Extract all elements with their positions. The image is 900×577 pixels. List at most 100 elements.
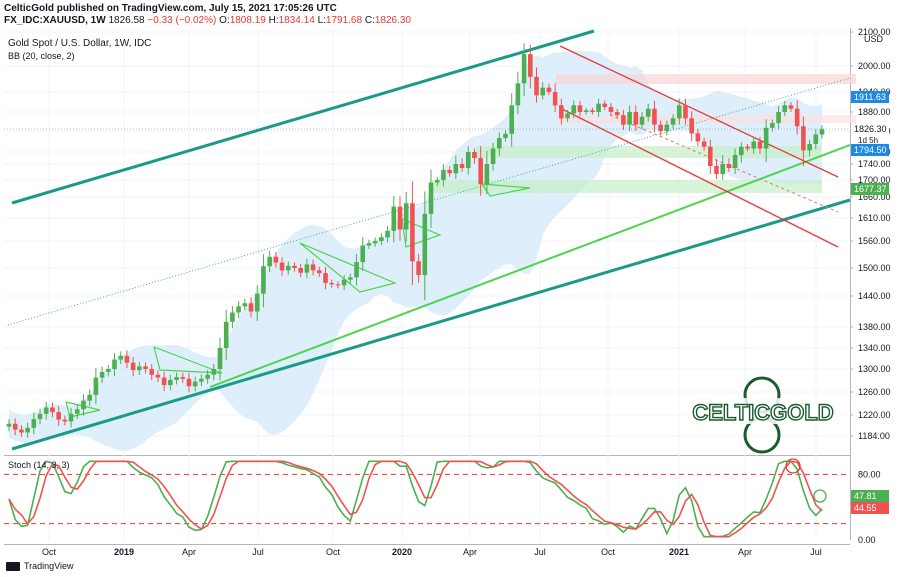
candle-body	[819, 129, 825, 135]
candle-body	[751, 141, 757, 149]
y-tick-label: 1560.00	[858, 236, 891, 246]
candle-body	[304, 264, 310, 273]
candle-body	[496, 138, 502, 149]
x-tick-label: Oct	[326, 547, 341, 557]
candle-body	[74, 409, 80, 414]
candle-body	[459, 164, 465, 168]
candle-body	[571, 105, 577, 114]
candle-body	[372, 241, 378, 244]
last-price: 1826.58	[108, 15, 145, 26]
price-tag-support-bg	[851, 183, 889, 195]
candle-body	[341, 279, 347, 286]
y-tick-label: 1740.00	[858, 159, 891, 169]
candle-body	[701, 141, 707, 147]
celticgold-logo: CELTICGOLD	[683, 376, 843, 454]
candle-body	[360, 245, 366, 263]
candle-body	[174, 377, 179, 380]
candle-body	[465, 152, 471, 168]
y-tick-label: 1660.00	[858, 192, 891, 202]
candle-body	[261, 266, 266, 294]
candle-body	[50, 407, 55, 413]
horizontal-zone	[556, 115, 856, 123]
candle-body	[782, 105, 788, 112]
candle-body	[621, 115, 626, 125]
candle-body	[707, 146, 713, 166]
candle-body	[807, 143, 812, 151]
candle-body	[118, 355, 124, 360]
candle-body	[37, 413, 43, 420]
main-chart-title: Gold Spot / U.S. Dollar, 1W, IDC	[8, 38, 152, 49]
x-tick-label: 2020	[392, 547, 412, 557]
candle-body	[385, 230, 390, 238]
candle-body	[521, 54, 527, 84]
candle-body	[447, 170, 452, 174]
candle-body	[658, 124, 663, 131]
candle-body	[124, 355, 130, 363]
candle-body	[205, 374, 210, 379]
candle-body	[683, 105, 688, 119]
price-axis-border	[850, 28, 851, 540]
bollinger-band-fill	[9, 50, 822, 451]
candle-body	[81, 400, 86, 410]
candle-body	[745, 146, 750, 149]
watermark-text: CELTICGOLD	[692, 400, 833, 425]
stoch-y-tick: 0.00	[858, 535, 876, 545]
x-tick-label: 2019	[114, 547, 134, 557]
candle-body	[441, 170, 446, 180]
candle-body	[664, 124, 670, 131]
stoch-y-tick: 80.00	[858, 469, 881, 479]
triangle-pattern	[481, 183, 531, 197]
price-tag-bb-basis-bg	[851, 144, 889, 156]
candle-body	[186, 378, 192, 387]
candle-body	[199, 378, 204, 382]
price-change: −0.33 (−0.02%)	[147, 15, 217, 26]
candle-body	[788, 105, 794, 109]
publish-info: CelticGold published on TradingView.com,…	[4, 3, 337, 14]
candle-body	[608, 107, 614, 112]
candle-body	[503, 133, 508, 138]
candle-body	[99, 371, 105, 378]
candle-body	[583, 110, 589, 112]
x-tick-label: 2021	[669, 547, 689, 557]
candle-body	[279, 262, 285, 271]
downtrend-mid	[609, 114, 839, 213]
candle-body	[422, 213, 428, 275]
x-tick-label: Apr	[463, 547, 477, 557]
y-tick-label: 1610.00	[858, 213, 891, 223]
candle-body	[639, 116, 645, 125]
candle-body	[323, 273, 328, 283]
candle-body	[596, 103, 601, 112]
candle-body	[627, 112, 632, 125]
candle-body	[633, 112, 639, 125]
tradingview-logo[interactable]: TradingView	[6, 561, 74, 571]
candle-body	[161, 377, 167, 386]
candle-body	[676, 105, 682, 119]
candle-body	[31, 419, 37, 428]
candle-body	[416, 261, 421, 275]
triangle-pattern	[299, 242, 397, 293]
y-tick-label: 1220.00	[858, 410, 891, 420]
candle-body	[652, 108, 657, 125]
stoch-k-line	[8, 460, 823, 538]
candle-body	[87, 394, 92, 401]
x-tick-label: Oct	[601, 547, 616, 557]
candle-body	[236, 306, 241, 313]
pane-separator	[4, 455, 850, 456]
candle-body	[292, 265, 297, 268]
candle-body	[565, 113, 570, 119]
logo-backdrop	[683, 398, 843, 424]
x-tick-label: Oct	[42, 547, 57, 557]
candle-body	[410, 203, 415, 262]
stoch-d-tag-bg	[851, 502, 889, 514]
x-tick-label: Jul	[252, 547, 264, 557]
price-tag-support: 1677.37	[854, 184, 887, 194]
candle-body	[397, 206, 403, 230]
open-value: 1808.19	[229, 15, 266, 26]
candle-body	[155, 374, 161, 378]
stoch-d-tag: 44.55	[854, 503, 877, 513]
candle-body	[348, 277, 353, 280]
candle-body	[137, 366, 142, 371]
candle-body	[763, 127, 769, 149]
